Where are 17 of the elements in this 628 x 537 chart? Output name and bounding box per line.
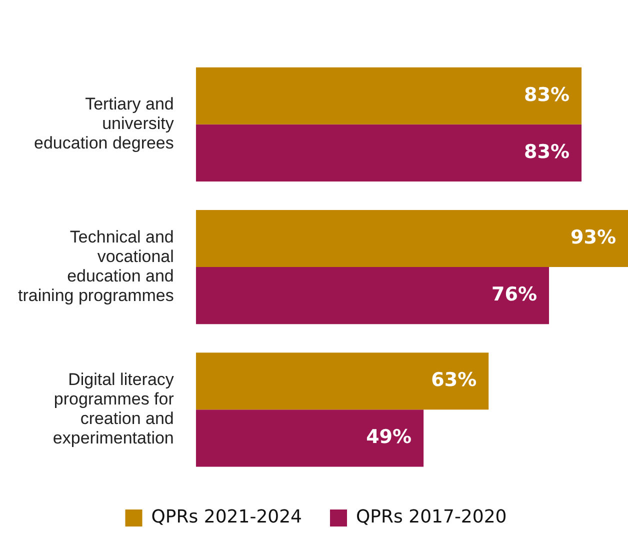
- data-label: 83%: [524, 140, 570, 163]
- bar: [196, 410, 424, 467]
- y-tick-label: Digital literacy programmes for creation and experimentation: [52, 370, 174, 448]
- data-label: 76%: [492, 284, 538, 306]
- bar: [196, 210, 628, 268]
- y-tick-label: Technical and vocational education and training programmes: [18, 227, 174, 306]
- bar: [196, 267, 550, 324]
- data-label: 93%: [570, 226, 616, 248]
- data-label: 63%: [431, 369, 477, 392]
- bar: [196, 124, 582, 182]
- data-label: 49%: [366, 426, 412, 448]
- legend-label: QPRs 2017-2020: [356, 506, 507, 528]
- bar: [196, 352, 489, 410]
- data-label: 83%: [524, 84, 570, 106]
- y-tick-label: Tertiary and university education degrees: [34, 94, 174, 153]
- bar: [196, 67, 582, 124]
- legend-label: QPRs 2021-2024: [151, 506, 302, 528]
